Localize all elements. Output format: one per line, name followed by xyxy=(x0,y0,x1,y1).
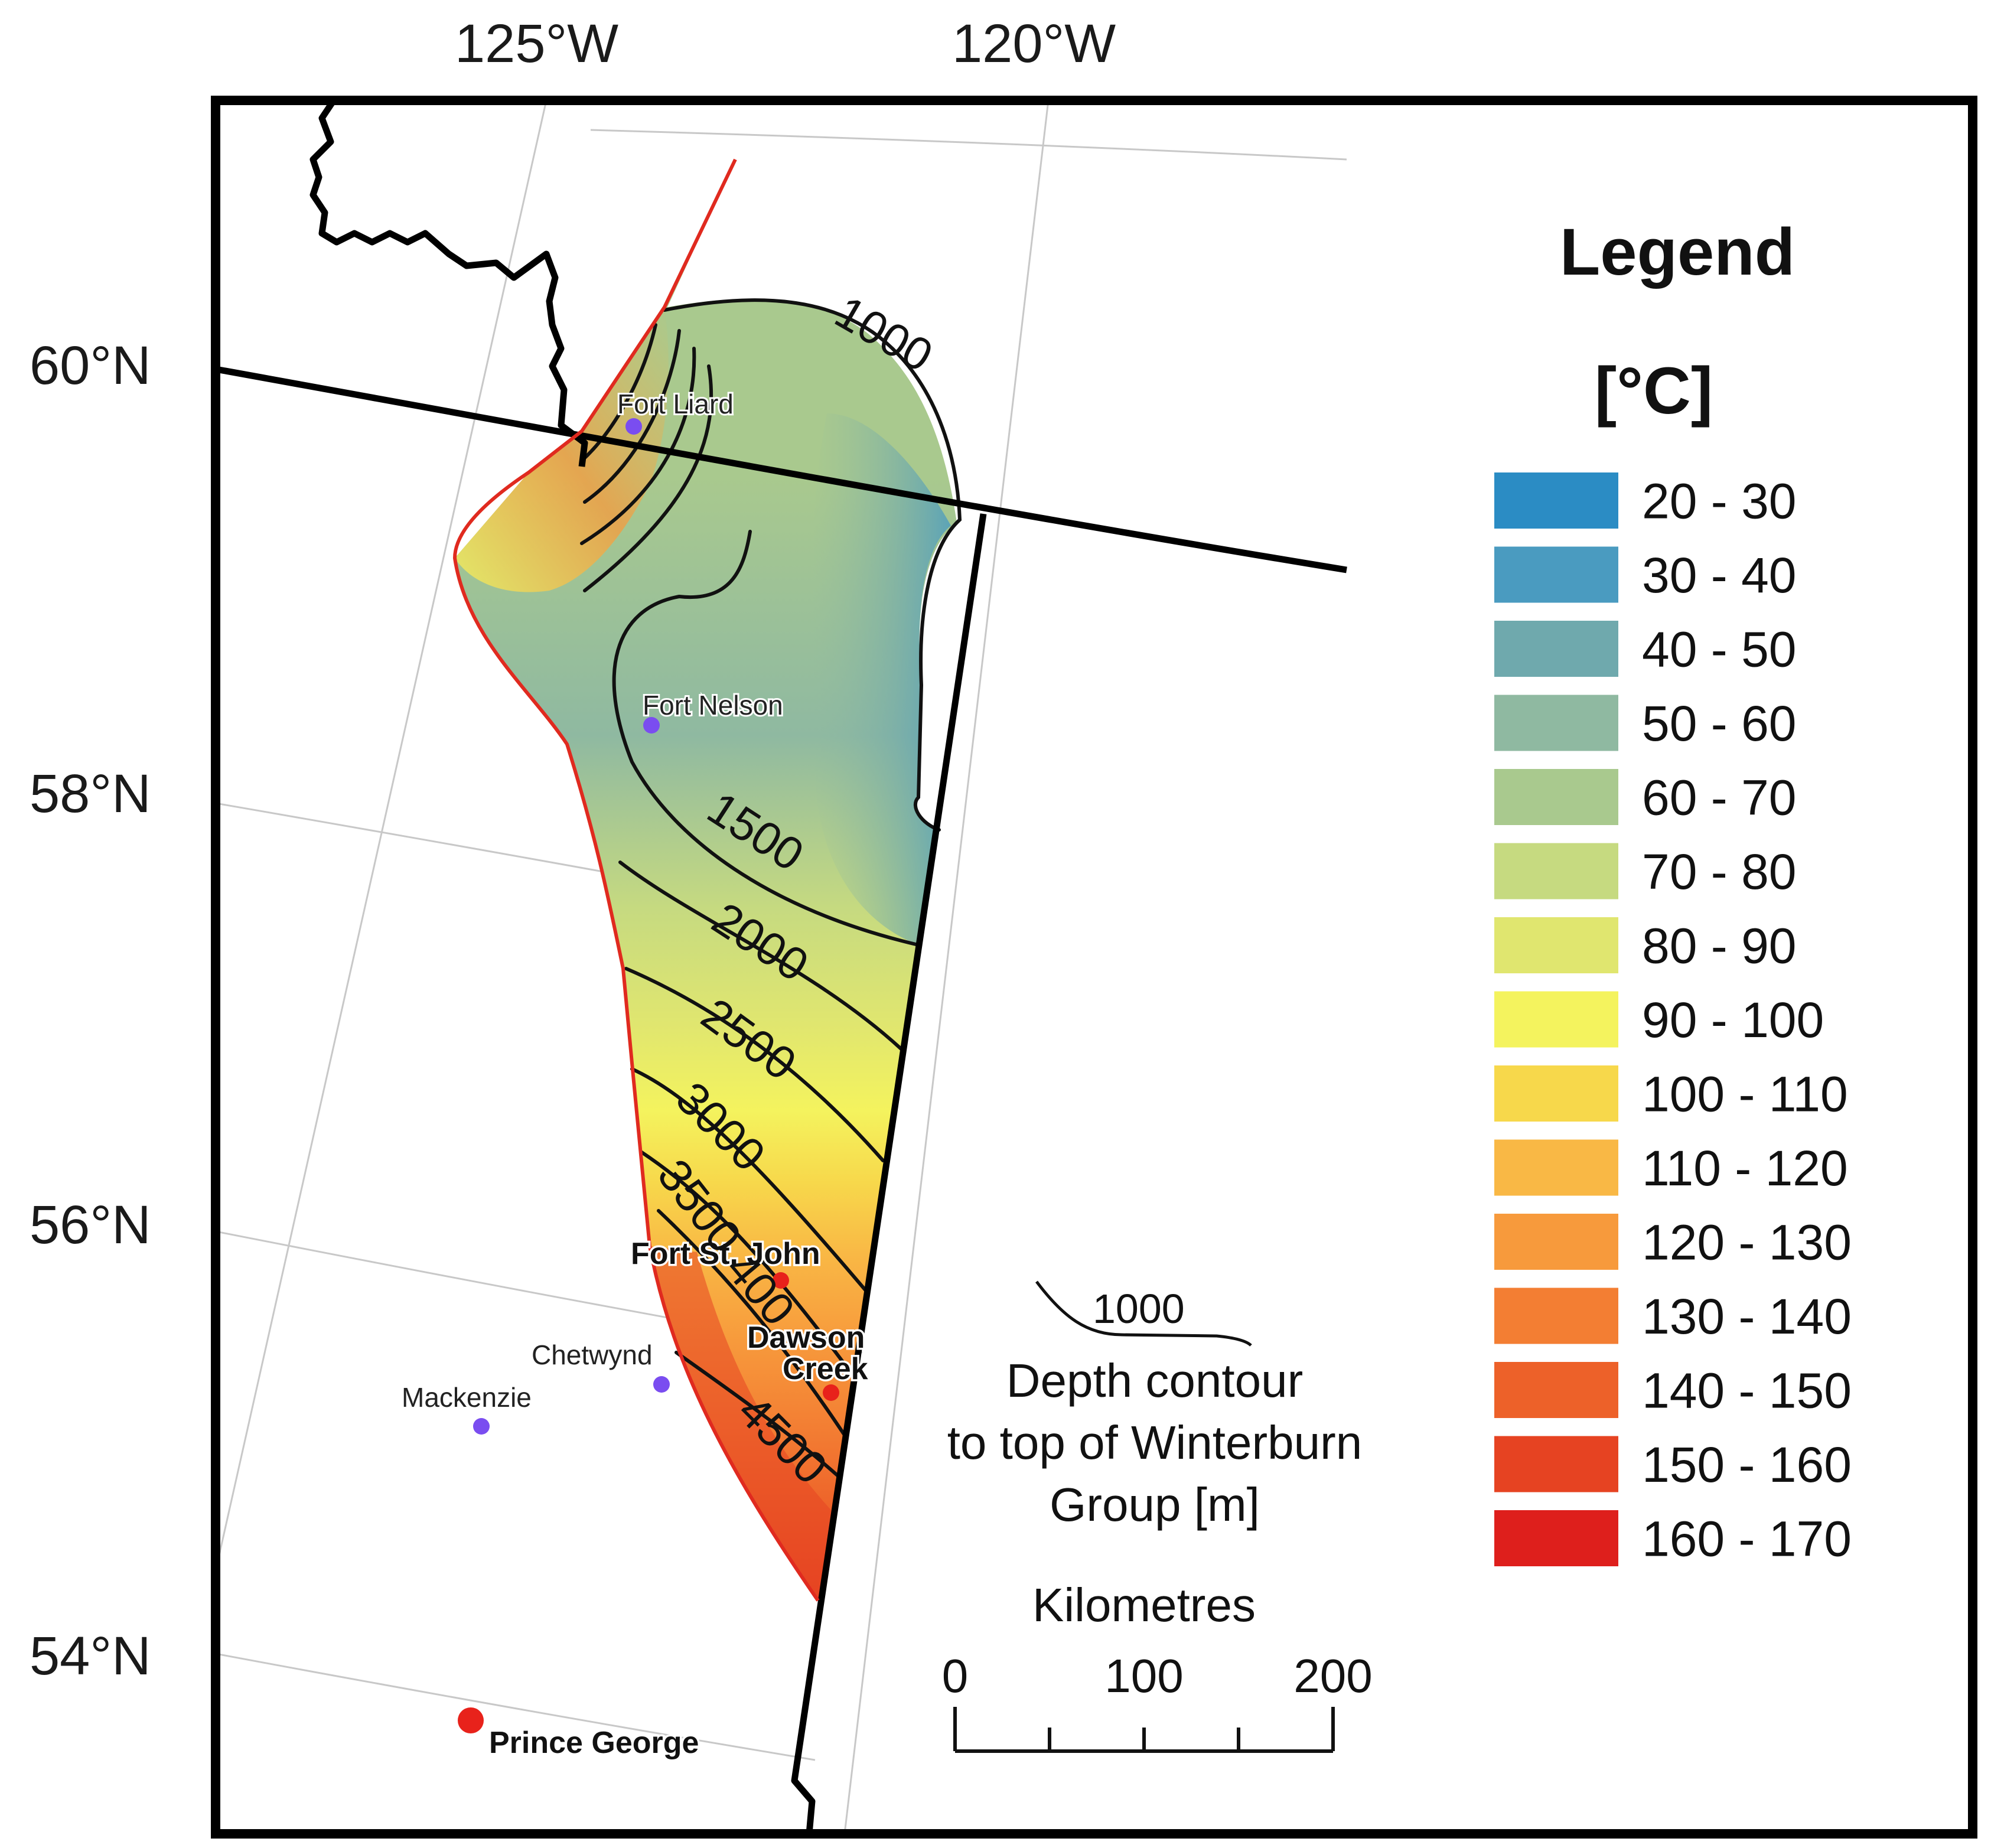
dawson-creek-label-2: Creek xyxy=(783,1352,868,1386)
legend-label: 150 - 160 xyxy=(1642,1437,1852,1492)
scale-tick-label-200: 200 xyxy=(1293,1650,1372,1702)
legend-label: 90 - 100 xyxy=(1642,992,1824,1048)
legend-swatch xyxy=(1494,1436,1618,1492)
contour-nw-4 xyxy=(583,364,713,592)
scale-tick-label-100: 100 xyxy=(1104,1650,1183,1702)
fort-liard-marker xyxy=(625,418,642,435)
contour-4000 xyxy=(657,1209,846,1437)
legend-swatch xyxy=(1494,769,1618,825)
legend-swatch xyxy=(1494,917,1618,973)
contour-4500 xyxy=(674,1351,840,1478)
legend-swatch xyxy=(1494,695,1618,751)
mackenzie-label: Mackenzie xyxy=(402,1382,532,1413)
legend-swatch xyxy=(1494,1065,1618,1122)
legend-swatch xyxy=(1494,991,1618,1048)
parallel-54n xyxy=(216,1653,816,1761)
bc-alberta-border xyxy=(791,513,987,1834)
legend-swatch xyxy=(1494,1139,1618,1196)
legend-label: 50 - 60 xyxy=(1642,696,1797,751)
map-frame xyxy=(211,96,1977,1839)
scale-bar: Kilometres 0 100 200 xyxy=(942,1579,1373,1753)
contour-sample-line xyxy=(1035,1280,1252,1347)
meridian-125w xyxy=(216,100,548,1572)
legend-swatch xyxy=(1494,621,1618,677)
legend-label: 140 - 150 xyxy=(1642,1363,1852,1419)
lat-label-54n: 54°N xyxy=(30,1626,151,1686)
contour-caption-1: Depth contour xyxy=(1006,1354,1304,1407)
contour-nw-2 xyxy=(583,329,681,504)
legend-swatch xyxy=(1494,1288,1618,1344)
contour-3000 xyxy=(630,1067,870,1295)
dawson-creek-marker xyxy=(823,1384,839,1401)
meridian-120w xyxy=(843,100,1050,1834)
lon-label-125w: 125°W xyxy=(455,14,618,74)
basin-outline xyxy=(452,158,820,1602)
contour-1500 xyxy=(612,530,920,947)
chetwynd-label: Chetwynd xyxy=(532,1339,653,1370)
bc-northern-border-60n xyxy=(216,366,1347,573)
fort-liard-label: Fort Liard xyxy=(617,389,734,419)
legend-label: 80 - 90 xyxy=(1642,918,1797,974)
depth-contours xyxy=(580,298,962,1478)
lon-label-120w: 120°W xyxy=(952,14,1116,74)
contour-3500 xyxy=(639,1150,855,1378)
places: Fort Liard Fort Nelson Fort St. John Daw… xyxy=(400,387,870,1762)
contour-nw-1 xyxy=(580,323,657,462)
legend-label: 120 - 130 xyxy=(1642,1215,1852,1270)
prince-george-label: Prince George xyxy=(489,1726,699,1760)
political-boundaries xyxy=(216,100,1347,1834)
graticule xyxy=(216,100,1347,1834)
legend-label: 160 - 170 xyxy=(1642,1511,1852,1567)
legend-label: 20 - 30 xyxy=(1642,474,1797,529)
contour-legend: 1000 Depth contour to top of Winterburn … xyxy=(947,1280,1363,1531)
lat-label-58n: 58°N xyxy=(30,764,151,824)
legend-swatch xyxy=(1494,546,1618,603)
lat-label-60n: 60°N xyxy=(30,335,151,396)
legend-unit: [°C] xyxy=(1595,354,1713,428)
contour-caption-2: to top of Winterburn xyxy=(947,1416,1363,1469)
legend-swatch xyxy=(1494,1214,1618,1270)
fort-nelson-label: Fort Nelson xyxy=(643,690,783,721)
legend-label: 30 - 40 xyxy=(1642,547,1797,603)
legend-label: 110 - 120 xyxy=(1642,1140,1848,1196)
legend-rows: 20 - 30 30 - 40 40 - 50 50 - 60 60 - 70 70 - … xyxy=(1494,472,1852,1567)
contour-1000 xyxy=(663,298,962,832)
chetwynd-marker xyxy=(653,1376,670,1393)
legend: Legend [°C] 20 - 30 30 - 40 40 - 50 50 - 60… xyxy=(1494,215,1852,1567)
legend-title: Legend xyxy=(1560,215,1795,289)
legend-label: 40 - 50 xyxy=(1642,622,1797,677)
scale-tick-label-0: 0 xyxy=(942,1650,969,1702)
prince-george-marker xyxy=(458,1707,484,1733)
fort-st-john-label: Fort St. John xyxy=(631,1237,820,1271)
contour-caption-3: Group [m] xyxy=(1050,1478,1260,1531)
fort-nelson-marker xyxy=(643,717,660,734)
contour-2000 xyxy=(618,861,905,1053)
parallel-62n xyxy=(590,129,1347,161)
legend-swatch xyxy=(1494,472,1618,529)
contour-2500 xyxy=(624,967,885,1162)
yukon-nwt-border xyxy=(309,100,588,467)
dawson-creek-label-1: Dawson xyxy=(747,1321,865,1355)
fort-st-john-marker xyxy=(773,1272,789,1289)
legend-label: 60 - 70 xyxy=(1642,770,1797,826)
southwest-hot-edge xyxy=(650,1246,833,1601)
legend-label: 100 - 110 xyxy=(1642,1067,1848,1122)
legend-label: 70 - 80 xyxy=(1642,844,1797,899)
legend-swatch xyxy=(1494,1362,1618,1418)
lat-label-56n: 56°N xyxy=(30,1195,151,1255)
mackenzie-marker xyxy=(473,1418,490,1435)
legend-swatch xyxy=(1494,1510,1618,1566)
legend-label: 130 - 140 xyxy=(1642,1289,1852,1344)
scale-bar-title: Kilometres xyxy=(1032,1579,1256,1631)
contour-sample-label: 1000 xyxy=(1093,1286,1185,1332)
legend-swatch xyxy=(1494,843,1618,899)
